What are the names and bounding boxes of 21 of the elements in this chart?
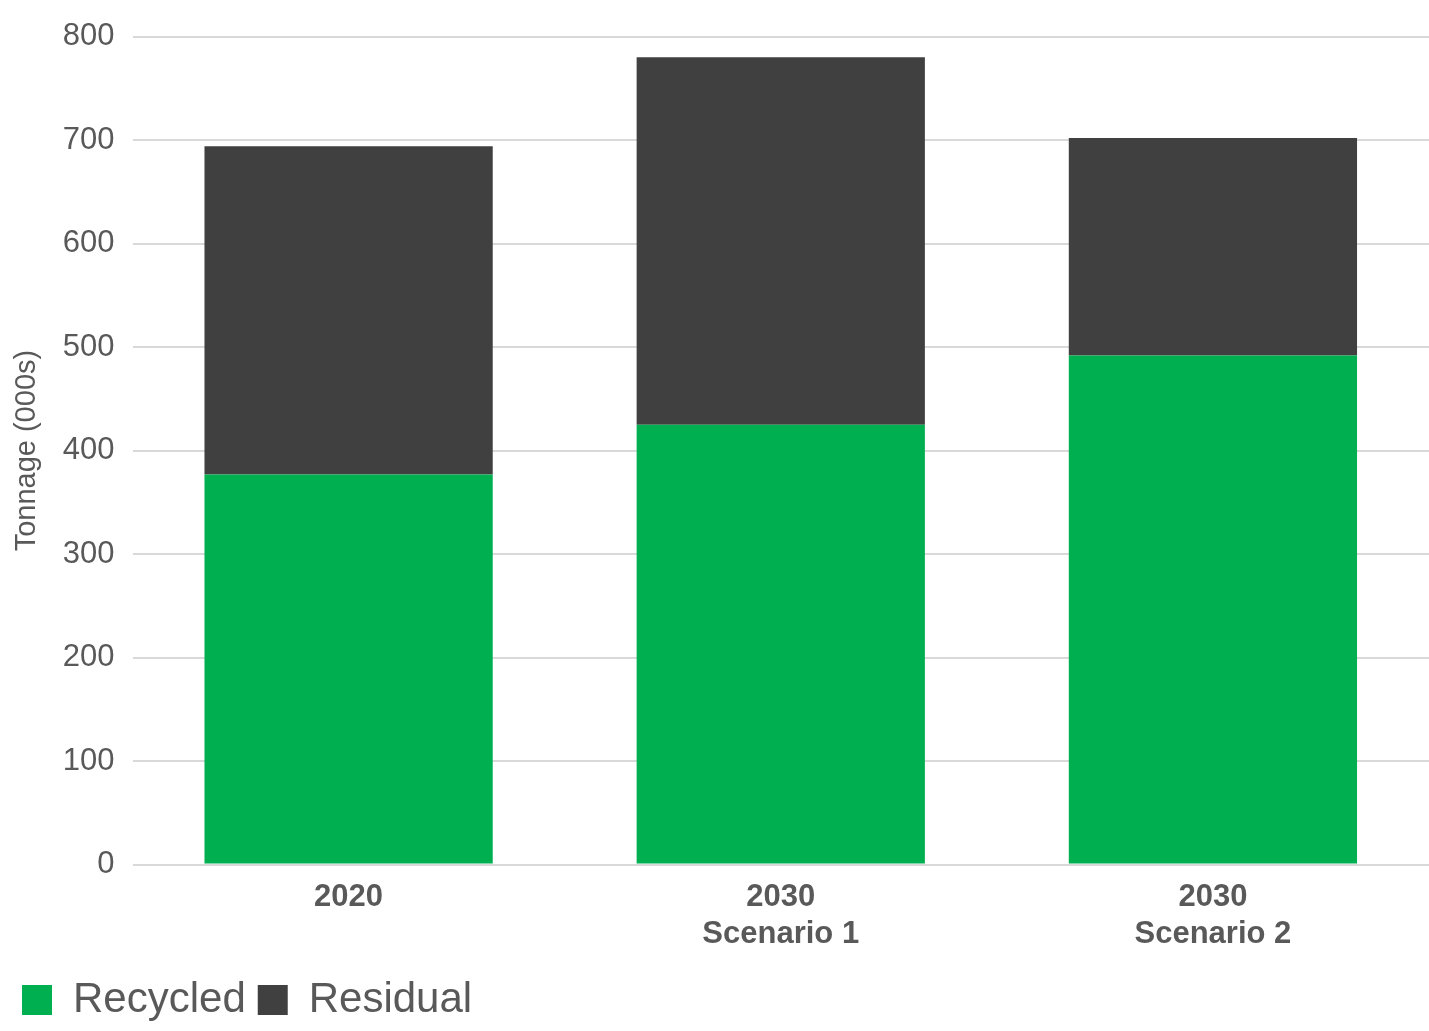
y-tick-label: 100: [62, 741, 115, 777]
bar: [636, 57, 925, 425]
y-tick-label: 200: [62, 638, 115, 674]
x-tick-label: 2020: [314, 877, 384, 913]
y-tick-label: 800: [62, 17, 115, 53]
y-axis-title: Tonnage (000s): [9, 349, 42, 552]
x-tick-label: 2030 Scenario 2: [1134, 877, 1292, 950]
bar: [204, 474, 493, 864]
legend-label: Residual: [308, 973, 473, 1021]
bar: [636, 424, 925, 864]
y-tick-label: 700: [62, 120, 115, 156]
bar: [1068, 355, 1358, 864]
bar: [204, 146, 493, 475]
y-tick-label: 400: [62, 431, 115, 467]
x-tick-label: 2030 Scenario 1: [702, 877, 860, 950]
legend-label: Recycled: [73, 973, 246, 1021]
y-tick-label: 500: [62, 327, 115, 363]
y-tick-label: 300: [62, 534, 115, 570]
y-tick-label: 0: [97, 845, 115, 881]
y-tick-label: 600: [62, 224, 115, 260]
bar: [1068, 138, 1358, 356]
